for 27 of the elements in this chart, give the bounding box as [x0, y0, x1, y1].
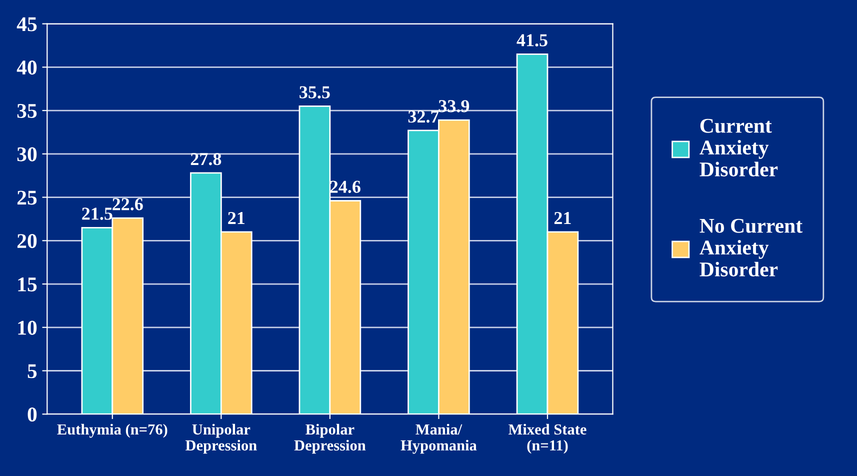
data-label: 27.8: [190, 152, 222, 166]
y-tick-label: 25: [17, 190, 37, 205]
y-tick-label: 20: [17, 234, 37, 248]
data-label: 21: [228, 212, 244, 224]
data-label: 35.5: [300, 86, 330, 98]
data-label: 41.5: [516, 34, 548, 46]
data-label: 33.9: [438, 100, 470, 112]
data-label: 22.6: [112, 198, 143, 210]
x-tick-label: Mania/ Hypomania: [400, 424, 477, 454]
y-tick-label: 35: [17, 104, 37, 118]
x-tick-label: Bipolar Depression: [294, 424, 366, 454]
y-tick-label: 40: [16, 60, 37, 75]
x-tick-label: Euthymia (n=76): [57, 424, 168, 438]
y-tick-label: 45: [16, 17, 37, 32]
legend-label: No Current Anxiety Disorder: [700, 218, 802, 276]
data-label: 21.5: [82, 208, 112, 220]
data-label: 21: [554, 212, 571, 224]
y-tick-label: 0: [28, 407, 37, 422]
y-tick-label: 30: [17, 147, 37, 162]
y-tick-label: 10: [18, 320, 37, 335]
x-tick-label: Mixed State (n=11): [508, 424, 586, 454]
data-label: 32.7: [408, 110, 439, 123]
y-tick-label: 15: [18, 277, 37, 292]
data-label: 24.6: [330, 180, 360, 193]
y-tick-label: 5: [28, 364, 37, 378]
x-tick-label: Unipolar Depression: [186, 424, 257, 454]
legend-label: Current Anxiety Disorder: [700, 118, 778, 176]
